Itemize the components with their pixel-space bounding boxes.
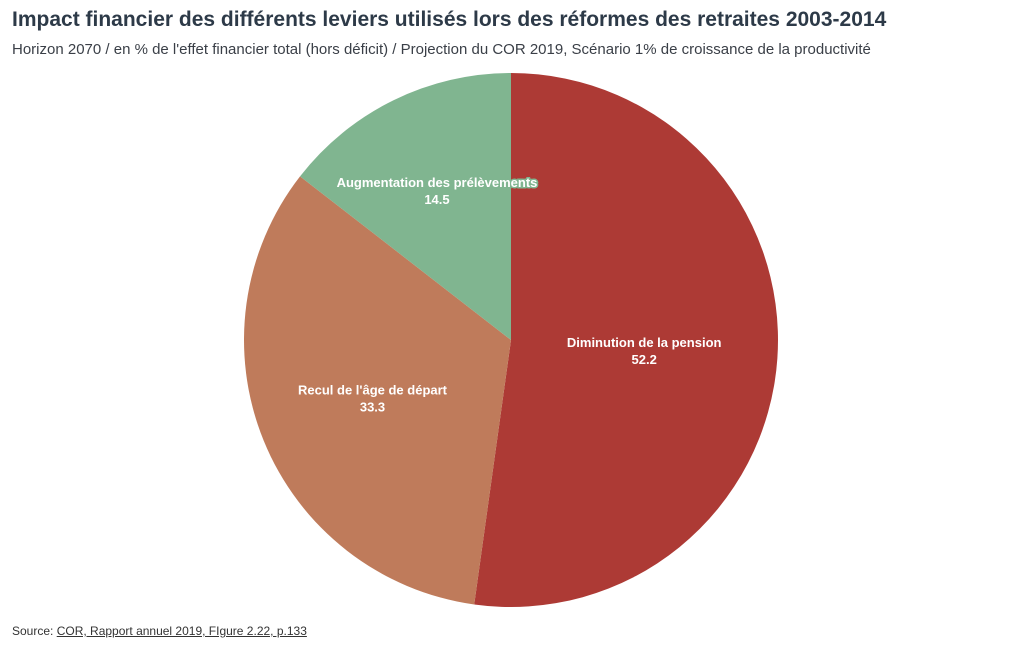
chart-title: Impact financier des différents leviers …: [12, 8, 887, 31]
slice-label-group-2: Recul de l'âge de départ 33.3: [296, 381, 449, 416]
slice-label-1: Diminution de la pension: [567, 335, 722, 350]
slice-label-group-1: Diminution de la pension 52.2: [565, 334, 723, 369]
slice-value-3: 14.5: [424, 192, 449, 207]
pie-slice-2: [244, 176, 512, 605]
slice-label-group-3: Augmentation des prélèvements 14.5: [335, 173, 539, 208]
pie-slice-3: [300, 72, 511, 340]
source-prefix: Source:: [12, 624, 57, 638]
slice-label-2: Recul de l'âge de départ: [298, 382, 448, 397]
slice-value-2: 33.3: [360, 399, 385, 414]
source-link[interactable]: COR, Rapport annuel 2019, FIgure 2.22, p…: [56, 624, 307, 638]
pie-slice-1: [474, 73, 779, 607]
source-note: Source: COR, Rapport annuel 2019, FIgure…: [12, 624, 307, 638]
chart-subtitle: Horizon 2070 / en % de l'effet financier…: [12, 41, 871, 58]
slice-value-1: 52.2: [632, 352, 657, 367]
slice-label-3: Augmentation des prélèvements: [337, 175, 538, 190]
